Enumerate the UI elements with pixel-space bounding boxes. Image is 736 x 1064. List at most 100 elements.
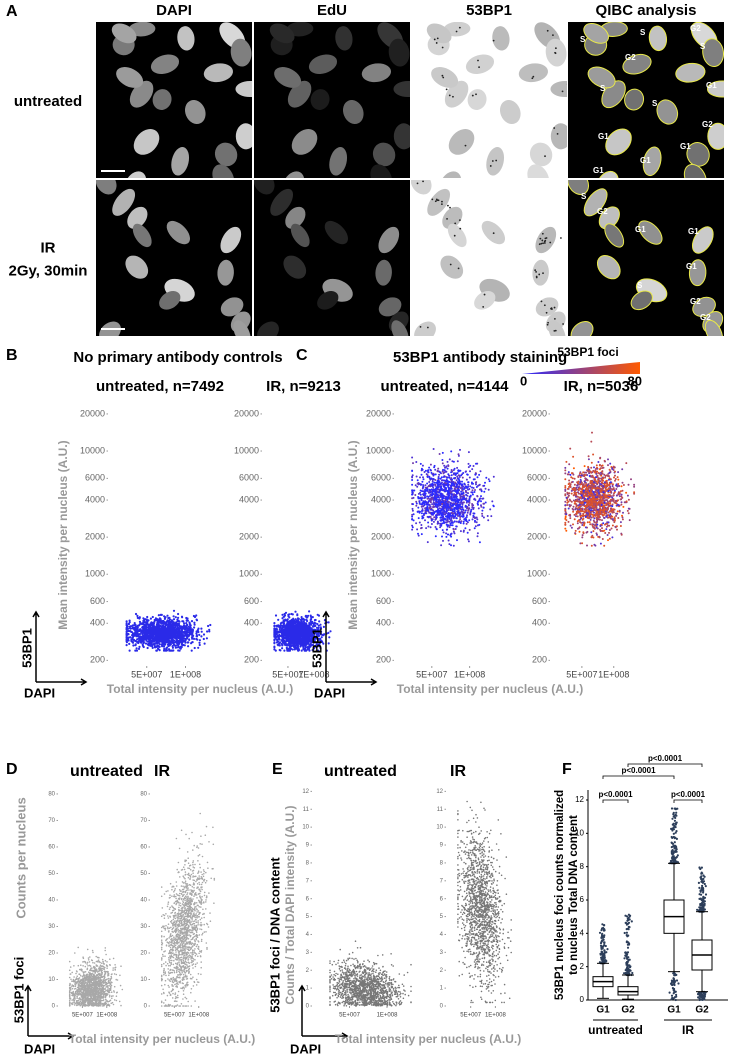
panel-letter: B	[6, 347, 18, 364]
y-tick-label: 4	[306, 932, 310, 938]
significance-bracket	[627, 763, 703, 767]
outliers	[623, 913, 634, 977]
category-label: G2	[621, 1005, 635, 1016]
focus	[441, 200, 443, 203]
microscopy-image	[96, 180, 252, 336]
focus	[445, 88, 448, 91]
nucleus	[686, 142, 710, 167]
focus	[553, 329, 556, 332]
nucleus	[361, 63, 391, 83]
x-tick-label: 1E+008	[170, 669, 201, 679]
nucleus	[217, 259, 234, 286]
y-axis-label: Mean intensity per nucleus (A.U.)	[346, 440, 360, 629]
focus	[464, 144, 467, 147]
nucleus	[233, 320, 251, 336]
focus	[436, 199, 439, 202]
nucleus	[465, 54, 495, 75]
nucleus	[235, 123, 252, 150]
focus	[431, 198, 434, 201]
y-tick-label: 6000	[239, 473, 259, 483]
qibc-label: G1	[686, 262, 697, 271]
nucleus	[624, 88, 645, 111]
y-tick-label: 0	[306, 1004, 310, 1010]
nucleus	[116, 67, 144, 88]
focus	[492, 232, 495, 235]
axis-arrow	[298, 984, 349, 1040]
nucleus	[648, 25, 668, 52]
nucleus	[548, 320, 566, 336]
axis-arrow	[24, 984, 75, 1040]
plot-subtitle: IR	[154, 763, 170, 780]
y-tick-label: 2000	[527, 532, 547, 542]
focus	[437, 199, 440, 202]
y-tick-label: 3	[440, 950, 444, 956]
y-tick-label: 40	[140, 898, 147, 904]
p-value: p<0.0001	[671, 790, 706, 799]
y-tick-label: 70	[48, 818, 55, 824]
scatter-cloud	[457, 800, 513, 1004]
focus	[489, 165, 492, 167]
y-tick-label: 1000	[371, 569, 391, 579]
x-arrow-label: DAPI	[290, 1041, 321, 1056]
nucleus	[583, 188, 608, 217]
nucleus	[440, 255, 464, 279]
y-tick-label: 200	[532, 655, 547, 665]
focus	[545, 311, 548, 314]
y-axis-label: Counts per nucleus	[13, 797, 28, 918]
scatter-cloud	[429, 502, 455, 531]
focus	[532, 75, 535, 78]
qibc-label: G2	[690, 297, 701, 306]
nucleus	[112, 188, 136, 216]
scatter-cloud	[329, 940, 412, 1007]
nucleus	[550, 80, 567, 98]
y-tick-label: 400	[376, 618, 391, 628]
significance-bracket	[673, 799, 703, 803]
y-tick-label: 200	[376, 655, 391, 665]
focus	[550, 308, 553, 310]
nucleus	[372, 142, 396, 167]
qibc-label: G2	[597, 207, 608, 216]
nucleus	[675, 62, 706, 83]
y-tick-label: 20000	[522, 408, 547, 418]
nucleus	[393, 80, 410, 98]
scatter-cloud	[569, 473, 616, 526]
x-arrow-label: DAPI	[24, 1041, 55, 1056]
nucleus	[310, 89, 330, 110]
y-tick-label: 80	[140, 792, 147, 798]
nucleus	[220, 297, 244, 317]
y-tick-label: 30	[140, 924, 147, 930]
focus	[441, 74, 444, 77]
y-tick-label: 0	[52, 1004, 56, 1010]
colorbar-tick: 80	[628, 373, 642, 388]
nucleus	[150, 54, 180, 75]
plot-subtitle: untreated, n=4144	[381, 378, 510, 395]
y-tick-label: 600	[244, 596, 259, 606]
y-tick-label: 0	[580, 995, 585, 1004]
nucleus	[535, 226, 557, 254]
focus	[554, 47, 557, 50]
y-tick-label: 12	[436, 789, 443, 795]
y-tick-label: 1000	[527, 569, 547, 579]
focus	[547, 321, 549, 324]
focus	[440, 203, 443, 206]
y-arrow-label: 53BP1 foci / DNA content	[267, 857, 282, 1013]
y-tick-label: 10000	[366, 445, 391, 455]
nucleus	[212, 164, 235, 178]
y-tick-label: 7	[306, 878, 310, 884]
y-tick-label: 6	[440, 896, 444, 902]
nucleus	[604, 223, 625, 248]
y-tick-label: 600	[90, 596, 105, 606]
nucleus	[630, 290, 653, 311]
nucleus	[96, 180, 117, 195]
nucleus	[393, 123, 410, 150]
y-tick-label: 600	[532, 596, 547, 606]
focus	[540, 242, 543, 245]
y-tick-label: 10000	[234, 445, 259, 455]
qibc-label: G1	[635, 225, 646, 234]
y-tick-label: 4	[440, 932, 444, 938]
y-tick-label: 50	[140, 871, 147, 877]
focus	[491, 160, 494, 162]
x-axis-label: Total intensity per nucleus (A.U.)	[335, 1032, 521, 1046]
nucleus	[342, 99, 364, 125]
